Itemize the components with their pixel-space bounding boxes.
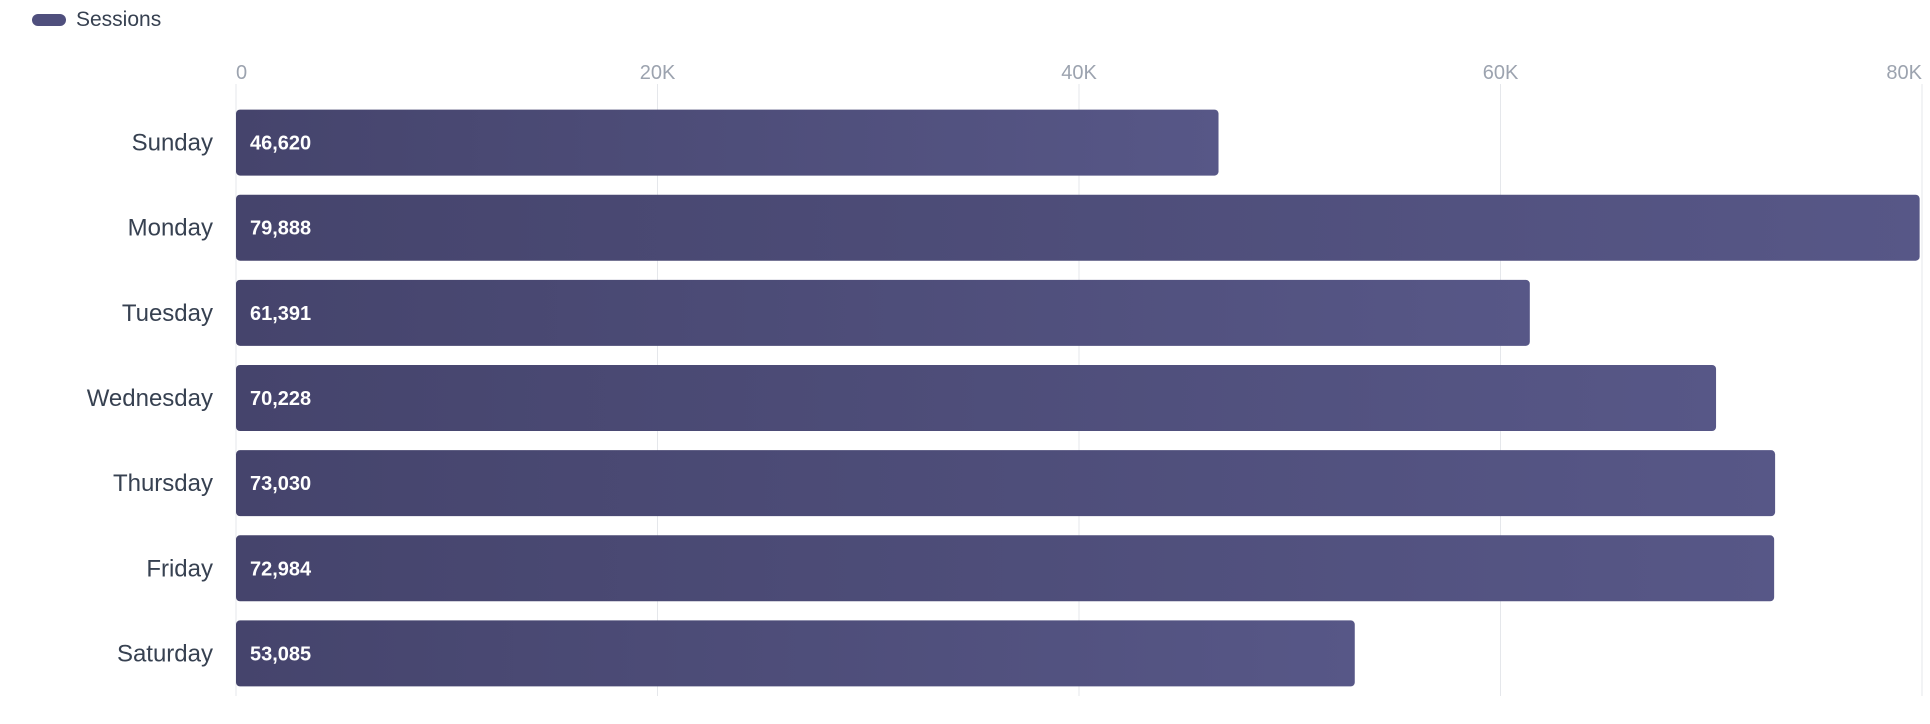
bar-tuesday[interactable] <box>236 279 1530 346</box>
category-label: Wednesday <box>87 385 213 412</box>
x-tick-label: 80K <box>1886 62 1922 84</box>
bar-thursday[interactable] <box>236 450 1776 517</box>
data-label: 73,030 <box>250 473 311 495</box>
category-label: Thursday <box>113 470 213 497</box>
data-label: 72,984 <box>250 558 312 580</box>
data-label: 53,085 <box>250 643 311 665</box>
category-label: Saturday <box>117 640 213 667</box>
data-label: 79,888 <box>250 218 311 240</box>
bars <box>236 109 1920 687</box>
category-label: Monday <box>128 215 213 242</box>
x-tick-label: 20K <box>640 62 676 84</box>
bar-saturday[interactable] <box>236 620 1355 687</box>
category-label: Tuesday <box>122 300 213 327</box>
category-labels: Sunday Monday Tuesday Wednesday Thursday Frid… <box>87 130 213 668</box>
category-label: Friday <box>146 555 213 582</box>
x-tick-label: 0 <box>236 62 247 84</box>
x-tick-label: 60K <box>1483 62 1519 84</box>
legend[interactable]: Sessions <box>32 8 161 32</box>
category-label: Sunday <box>132 130 213 157</box>
legend-label: Sessions <box>76 8 162 31</box>
data-label: 70,228 <box>250 388 311 410</box>
data-label: 46,620 <box>250 133 311 155</box>
x-tick-label: 40K <box>1061 62 1097 84</box>
bar-monday[interactable] <box>236 194 1920 261</box>
bar-wednesday[interactable] <box>236 365 1717 431</box>
data-label: 61,391 <box>250 303 311 325</box>
x-axis-ticks: 0 20K 40K 60K 80K <box>236 62 1923 84</box>
bar-sunday[interactable] <box>236 109 1219 176</box>
bar-friday[interactable] <box>236 535 1775 602</box>
legend-swatch <box>32 14 66 26</box>
data-labels: 46,620 79,888 61,391 70,228 73,030 72,984 53,0… <box>250 133 312 666</box>
